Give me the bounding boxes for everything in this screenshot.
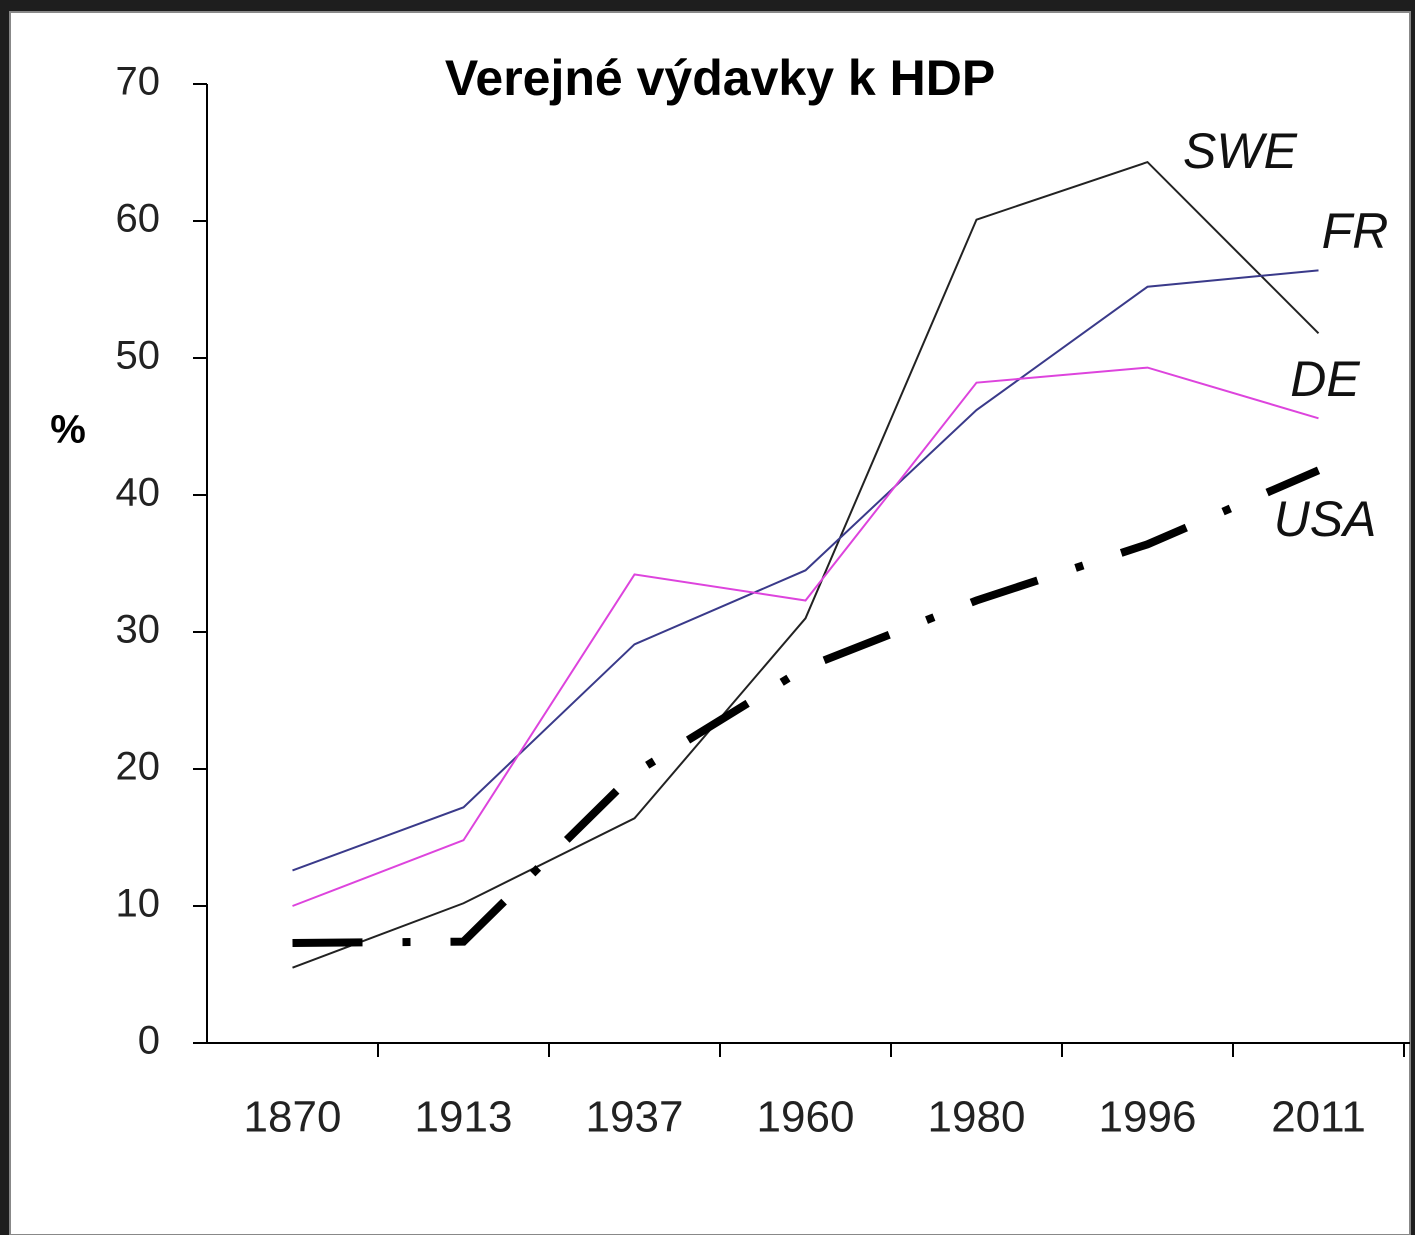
series-label: DE	[1290, 351, 1360, 407]
series-label: FR	[1322, 203, 1389, 259]
x-tick-label: 1937	[586, 1093, 684, 1142]
chart-title: Verejné výdavky k HDP	[445, 50, 995, 106]
y-tick-label: 60	[116, 197, 161, 241]
x-tick-label: 1870	[244, 1093, 342, 1142]
x-tick-label: 1913	[415, 1093, 513, 1142]
series-label: SWE	[1183, 123, 1298, 179]
series-line	[292, 160, 1320, 969]
series-label: USA	[1274, 491, 1377, 547]
y-tick-label: 0	[138, 1019, 160, 1063]
y-tick-label: 10	[116, 882, 161, 926]
series-line	[292, 466, 1321, 947]
series-line	[292, 366, 1319, 907]
y-tick-label: 20	[116, 745, 161, 789]
x-tick-label: 1960	[757, 1093, 855, 1142]
x-tick-label: 2011	[1271, 1093, 1366, 1142]
y-tick-label: 70	[116, 60, 161, 104]
y-tick-label: 40	[116, 471, 161, 515]
series-line	[292, 269, 1319, 872]
x-tick-label: 1980	[928, 1093, 1026, 1142]
y-tick-label: 30	[116, 608, 161, 652]
y-tick-label: 50	[116, 334, 161, 378]
plot-background	[9, 11, 1411, 1235]
x-tick-label: 1996	[1099, 1093, 1197, 1142]
y-axis-label: %	[50, 408, 86, 452]
